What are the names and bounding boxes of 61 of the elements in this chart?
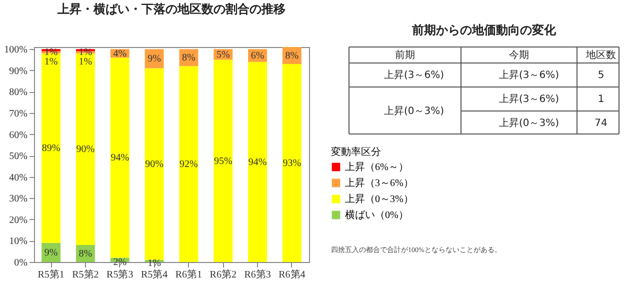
data-label: 94%: [248, 156, 267, 168]
data-label: 89%: [42, 143, 60, 154]
data-label: 94%: [110, 152, 130, 164]
data-label: 90%: [145, 159, 164, 170]
data-label: 90%: [76, 144, 95, 156]
bar: [214, 60, 233, 262]
y-tick-label: 80%: [9, 87, 28, 98]
y-tick-label: 0%: [14, 258, 28, 268]
x-tick-label: R6第1: [175, 268, 202, 280]
x-tick-label: R5第3: [106, 268, 134, 280]
y-tick-label: 30%: [9, 194, 28, 205]
text: 5: [598, 70, 604, 81]
data-label: 4%: [113, 48, 127, 60]
data-label: 8%: [182, 52, 196, 64]
y-tick-label: 100%: [4, 44, 28, 56]
y-tick-label: 50%: [9, 151, 28, 162]
x-tick-label: R6第4: [278, 268, 306, 280]
legend-label: 上昇（0～3%）: [345, 193, 414, 205]
data-label: 6%: [250, 50, 264, 62]
text: 上昇(0～3%): [384, 105, 444, 117]
text: 上昇(3～6%): [498, 93, 560, 105]
x-tick-label: R5第4: [140, 268, 168, 280]
data-label: 8%: [78, 248, 92, 260]
data-label: 93%: [282, 158, 302, 170]
y-tick-label: 60%: [9, 130, 28, 141]
text: 1: [598, 94, 604, 105]
text: 今期: [509, 49, 529, 61]
y-tick-label: 10%: [9, 236, 28, 248]
text: 前期からの地価動向の変化: [411, 23, 557, 37]
bar: [282, 64, 302, 262]
data-label: 9%: [148, 54, 161, 65]
x-tick-label: R5第1: [38, 268, 64, 280]
y-tick-label: 20%: [9, 214, 28, 226]
data-label: 92%: [180, 159, 198, 170]
legend-label: 横ばい（0%）: [345, 209, 408, 221]
text: 74: [594, 118, 608, 129]
x-tick-label: R6第3: [244, 268, 271, 280]
data-label: 9%: [44, 247, 58, 258]
text: 地区数: [585, 49, 616, 61]
text: 前期: [395, 49, 415, 61]
y-tick-label: 40%: [9, 172, 28, 184]
data-label: 8%: [285, 50, 299, 62]
legend-label: 上昇（3～6%）: [345, 177, 414, 189]
data-label: 1%: [78, 56, 92, 68]
legend-title: 変動率区分: [331, 146, 381, 158]
bar: [179, 66, 198, 262]
legend-label: 上昇（6%～）: [345, 161, 408, 173]
text: 上昇(3～6%): [498, 69, 560, 81]
data-label: 1%: [44, 56, 58, 68]
chart-title: 上昇・横ばい・下落の地区数の割合の推移: [56, 2, 286, 16]
data-label: 5%: [216, 49, 230, 60]
text: 上昇(3～6%): [384, 69, 444, 81]
x-tick-label: R5第2: [72, 268, 99, 280]
x-tick-label: R6第2: [210, 268, 236, 280]
bar: [110, 58, 130, 258]
text: 上昇(0～3%): [498, 117, 560, 129]
y-tick-label: 70%: [9, 108, 28, 120]
bar: [248, 62, 268, 262]
y-tick-label: 90%: [9, 66, 28, 77]
bar: [144, 68, 164, 260]
data-label: 95%: [214, 156, 232, 167]
